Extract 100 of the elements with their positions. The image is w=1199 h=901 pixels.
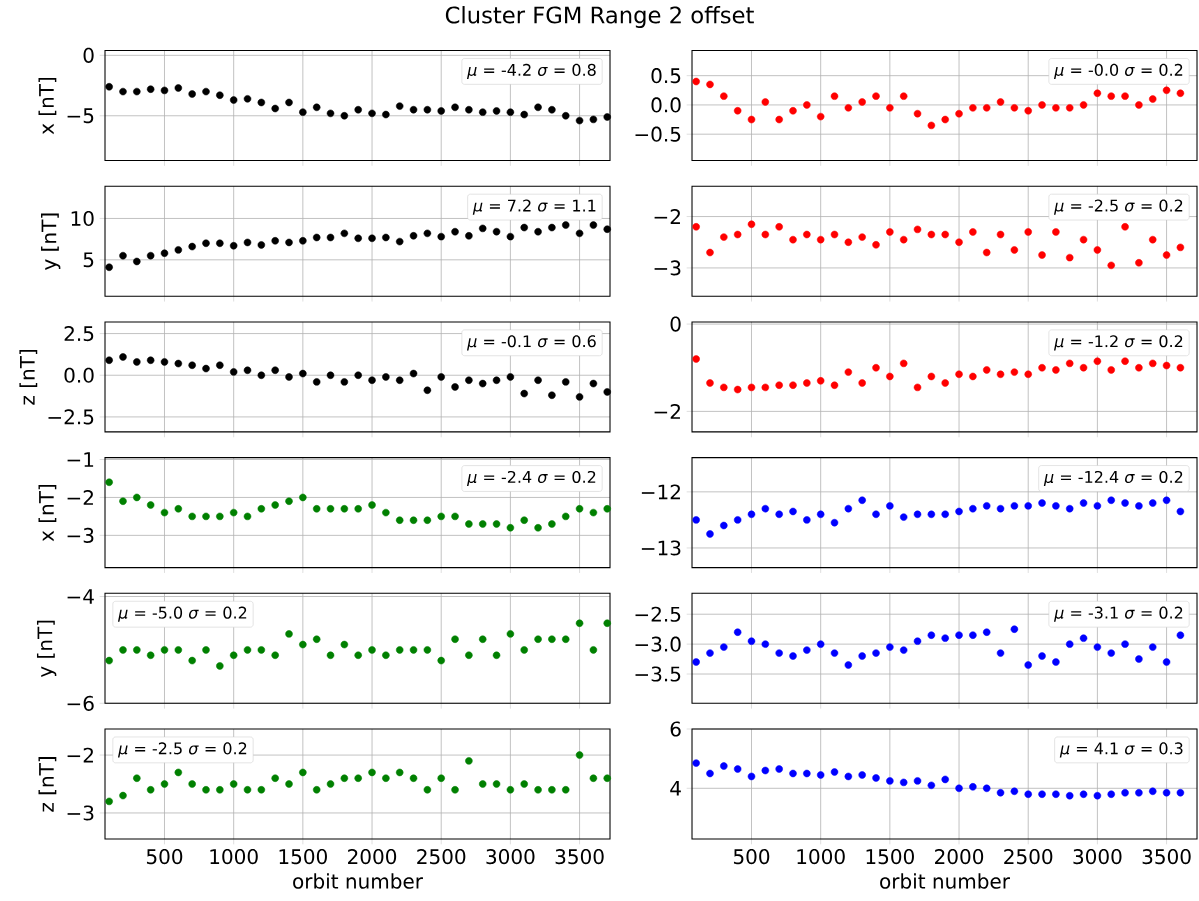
y-tick-label: 5 xyxy=(83,252,94,268)
point xyxy=(1149,499,1157,507)
point xyxy=(1093,89,1102,97)
y-tick-label: −2.5 xyxy=(635,606,681,622)
annotation: μ = 7.2 σ = 1.1 xyxy=(472,199,596,215)
point xyxy=(996,789,1005,797)
point xyxy=(409,516,418,524)
point xyxy=(899,513,908,521)
point xyxy=(188,242,196,251)
point xyxy=(830,92,839,100)
point xyxy=(899,359,908,368)
point xyxy=(312,786,321,794)
point xyxy=(913,383,922,392)
point xyxy=(589,221,598,229)
point xyxy=(492,520,501,528)
y-tick-label: −2 xyxy=(654,209,680,224)
point xyxy=(969,631,977,639)
point xyxy=(1135,655,1143,663)
point xyxy=(1079,634,1088,642)
point xyxy=(1052,790,1060,798)
annotation: μ = -4.2 σ = 0.8 xyxy=(466,63,596,80)
point xyxy=(941,775,949,784)
point xyxy=(830,518,839,527)
point xyxy=(299,493,307,502)
point xyxy=(146,786,155,794)
point xyxy=(761,766,770,775)
point xyxy=(285,497,293,505)
point xyxy=(706,769,714,778)
point xyxy=(1010,502,1019,510)
point xyxy=(534,786,542,794)
point xyxy=(382,651,390,659)
point xyxy=(1107,496,1115,504)
point xyxy=(382,508,390,517)
point xyxy=(1038,652,1046,660)
point xyxy=(160,358,169,366)
point xyxy=(872,92,880,100)
point xyxy=(1176,89,1185,97)
point xyxy=(105,478,113,486)
point xyxy=(478,635,487,643)
point xyxy=(437,373,445,381)
x-axis-title: orbit number xyxy=(880,873,1010,889)
point xyxy=(955,370,963,379)
y-axis-title: y [nT] xyxy=(36,620,57,678)
point xyxy=(312,635,321,643)
point xyxy=(119,497,127,505)
point xyxy=(285,780,293,788)
point xyxy=(451,103,459,112)
point xyxy=(858,496,866,504)
point xyxy=(133,358,141,366)
y-tick-label: 10 xyxy=(71,210,94,227)
point xyxy=(1010,368,1019,376)
y-tick-label: −5 xyxy=(67,108,94,124)
point xyxy=(1135,502,1143,510)
point xyxy=(437,512,445,521)
point xyxy=(451,512,459,521)
x-tick-label: 1000 xyxy=(210,849,258,865)
x-tick-label: 2000 xyxy=(935,849,984,865)
point xyxy=(872,510,880,519)
point xyxy=(692,77,700,86)
point xyxy=(243,238,252,247)
point xyxy=(969,228,977,236)
x-tick-label: 3000 xyxy=(486,849,535,865)
point xyxy=(382,373,390,381)
point xyxy=(927,510,936,519)
point xyxy=(257,98,266,107)
y-tick-label: −2.5 xyxy=(48,409,94,425)
point xyxy=(119,353,127,361)
point xyxy=(996,370,1005,379)
point xyxy=(271,501,279,509)
point xyxy=(340,774,349,782)
point xyxy=(271,651,279,659)
point xyxy=(1149,787,1157,796)
point xyxy=(1162,658,1171,666)
point xyxy=(146,356,155,364)
y-tick-label: −2 xyxy=(67,490,93,505)
point xyxy=(830,768,839,776)
point xyxy=(465,757,473,765)
point xyxy=(229,780,238,788)
point xyxy=(285,238,293,247)
point xyxy=(423,646,432,654)
point xyxy=(692,355,700,363)
point xyxy=(575,393,584,401)
point xyxy=(160,646,169,654)
point xyxy=(146,651,155,659)
point xyxy=(423,516,432,524)
point xyxy=(216,786,224,794)
point xyxy=(562,378,570,386)
point xyxy=(326,109,335,118)
point xyxy=(1079,235,1088,244)
y-tick-label: −13 xyxy=(641,540,681,556)
point xyxy=(775,510,783,519)
point xyxy=(1149,643,1157,651)
point xyxy=(451,635,459,643)
point xyxy=(1162,496,1171,504)
point xyxy=(803,379,811,387)
point xyxy=(955,631,963,639)
point xyxy=(160,86,169,95)
x-tick-label: 2500 xyxy=(417,849,466,865)
point xyxy=(520,110,528,119)
point xyxy=(229,651,238,659)
